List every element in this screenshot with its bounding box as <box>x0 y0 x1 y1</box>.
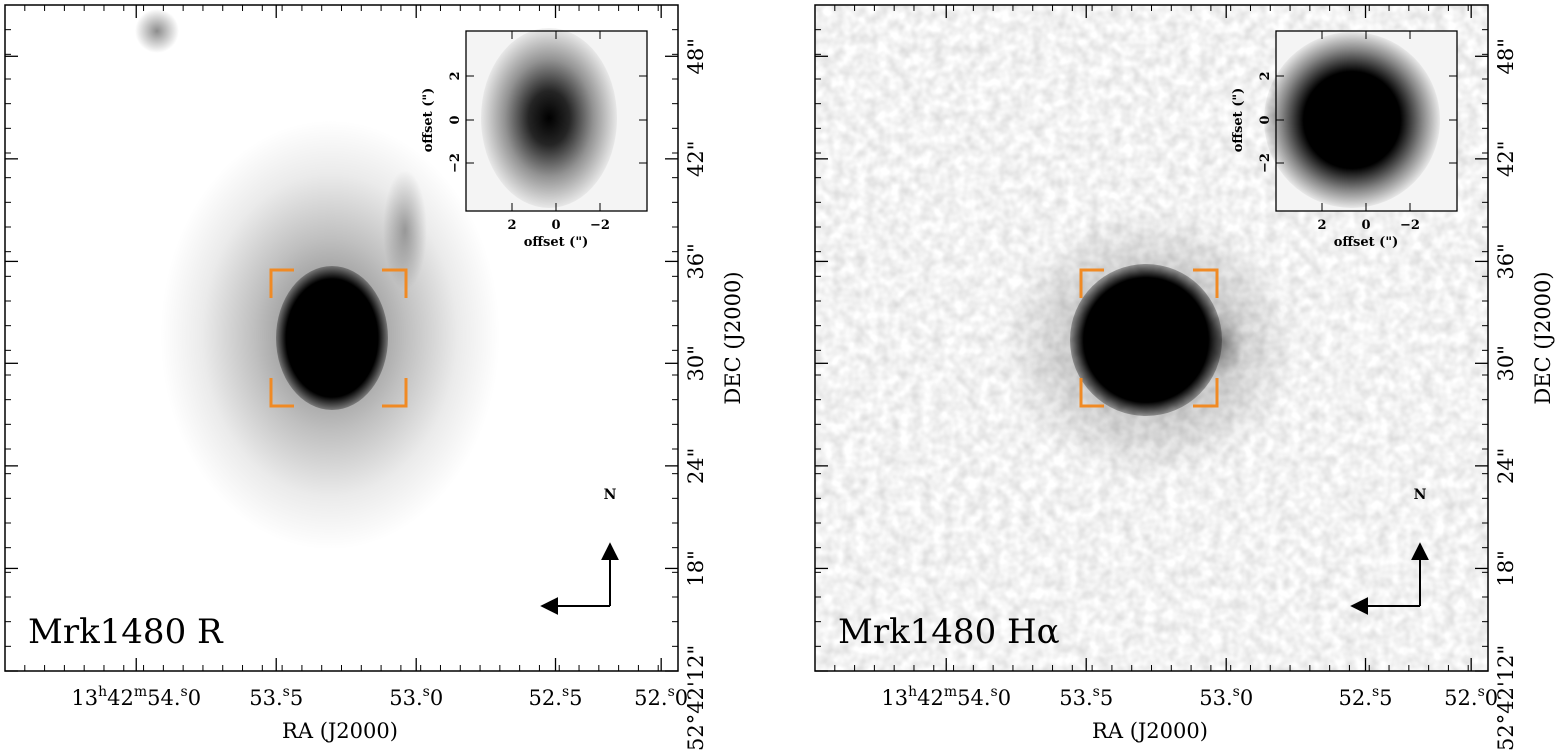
dec-tick-label: 18" <box>684 550 708 586</box>
compass-n-label: N <box>604 487 617 503</box>
ra-tick-label: 53.s​5 <box>249 684 303 710</box>
ra-tick-label: 53.s​5 <box>1059 684 1113 710</box>
panel-r-ra-tick-labels: 13h​42m​54.s​0 53.s​5 53.s​0 52.s​5 52.s​0 <box>71 684 688 710</box>
dec-tick-label: 42" <box>1494 141 1518 177</box>
dec-tick-label: 30" <box>1494 345 1518 381</box>
panel-r-inset: 2 0 −2 offset (") −2 0 2 offset (") <box>421 28 648 250</box>
ra-tick-label: 13h​42m​54.s​0 <box>881 684 1011 710</box>
panel-ha: 13h​42m​54.s​0 53.s​5 53.s​0 52.s​5 52.s​0 5… <box>814 4 1555 751</box>
panel-r-image <box>135 9 500 550</box>
compass: N <box>540 487 619 615</box>
panel-ha-label: Mrk1480 Hα <box>838 612 1060 652</box>
compass: N <box>1350 487 1429 615</box>
inset-xlabel: offset (") <box>524 235 589 250</box>
ra-tick-label: 53.s​0 <box>389 684 443 710</box>
dec-tick-label: 36" <box>1494 243 1518 279</box>
inset-ylabel: offset (") <box>421 88 436 153</box>
inset-ytick-m2: −2 <box>448 153 463 173</box>
inset-xtick-0: 0 <box>1361 218 1370 233</box>
dec-tick-label: 52°42'12" <box>1494 645 1518 751</box>
dec-tick-label: 24" <box>1494 448 1518 484</box>
panel-ha-ticks <box>815 5 1488 672</box>
panel-r-ylabel: DEC (J2000) <box>721 271 745 404</box>
galaxy-core <box>276 266 388 410</box>
aperture-brackets <box>269 268 408 408</box>
galaxy-tail <box>383 170 427 290</box>
dec-tick-label: 48" <box>684 38 708 74</box>
inset-xtick-2: 2 <box>507 218 516 233</box>
galaxy-core <box>1070 264 1222 416</box>
dec-tick-label: 18" <box>1494 550 1518 586</box>
compass-n-label: N <box>1414 487 1427 503</box>
ra-tick-label: 52.s​0 <box>1444 684 1498 710</box>
panel-ha-image <box>1000 210 1300 480</box>
dec-tick-label: 30" <box>684 345 708 381</box>
field-star <box>135 9 179 53</box>
panel-r-xlabel: RA (J2000) <box>282 719 398 743</box>
panel-ha-inset: 2 0 −2 offset (") −2 0 2 offset (") <box>1231 30 1458 250</box>
dec-tick-label: 42" <box>684 141 708 177</box>
inset-source <box>1264 32 1440 208</box>
panel-ha-dec-tick-labels: 52°42'12" 18" 24" 30" 36" 42" 48" <box>1494 38 1518 751</box>
inset-xtick-m2: −2 <box>590 218 610 233</box>
inset-ytick-2: 2 <box>1258 71 1273 80</box>
panel-r-label: Mrk1480 R <box>28 612 224 652</box>
panel-ha-ra-tick-labels: 13h​42m​54.s​0 53.s​5 53.s​0 52.s​5 52.s​0 <box>881 684 1498 710</box>
inset-source <box>481 28 617 208</box>
dec-tick-label: 52°42'12" <box>684 645 708 751</box>
panel-r-ticks <box>5 5 678 672</box>
ra-tick-label: 52.s​5 <box>1339 684 1393 710</box>
ra-tick-label: 52.s​0 <box>634 684 688 710</box>
panel-r-dec-tick-labels: 52°42'12" 18" 24" 30" 36" 42" 48" <box>684 38 708 751</box>
inset-xtick-0: 0 <box>551 218 560 233</box>
inset-xlabel: offset (") <box>1334 235 1399 250</box>
dec-tick-label: 24" <box>684 448 708 484</box>
inset-ytick-2: 2 <box>448 71 463 80</box>
dec-tick-label: 48" <box>1494 38 1518 74</box>
galaxy-knot <box>1196 311 1244 379</box>
inset-ytick-0: 0 <box>448 115 463 124</box>
aperture-brackets <box>1079 268 1219 408</box>
ra-tick-label: 13h​42m​54.s​0 <box>71 684 201 710</box>
inset-xtick-2: 2 <box>1317 218 1326 233</box>
panel-ha-ylabel: DEC (J2000) <box>1531 271 1555 404</box>
inset-ylabel: offset (") <box>1231 88 1246 153</box>
inset-ticks <box>1276 31 1457 211</box>
panel-r: 13h​42m​54.s​0 53.s​5 53.s​0 52.s​5 52.s​0 5… <box>4 4 745 751</box>
panel-ha-xlabel: RA (J2000) <box>1092 719 1208 743</box>
inset-ytick-0: 0 <box>1258 115 1273 124</box>
dec-tick-label: 36" <box>684 243 708 279</box>
inset-ytick-m2: −2 <box>1258 153 1273 173</box>
ra-tick-label: 53.s​0 <box>1199 684 1253 710</box>
inset-xtick-m2: −2 <box>1400 218 1420 233</box>
inset-ticks <box>466 31 647 211</box>
ra-tick-label: 52.s​5 <box>529 684 583 710</box>
